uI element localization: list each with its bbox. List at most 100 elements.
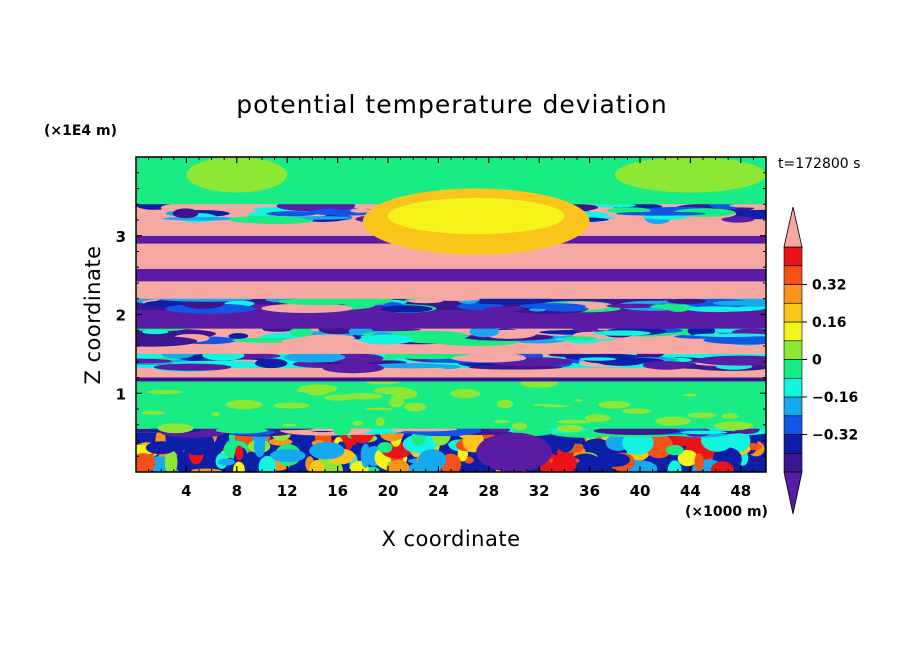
x-axis-label: X coordinate — [381, 527, 520, 551]
field-patch — [172, 208, 199, 219]
field-patch — [677, 449, 698, 467]
field-patch — [296, 388, 337, 393]
colorbar-swatch — [783, 415, 803, 435]
field-patch — [687, 306, 745, 313]
field-patch — [568, 453, 603, 472]
colorbar-swatch — [783, 377, 803, 398]
field-patch — [642, 214, 689, 220]
field-patch — [360, 443, 371, 468]
field-patch — [377, 442, 393, 453]
field-patch — [584, 414, 611, 422]
x-tick-label: 36 — [579, 482, 600, 500]
field-patch — [211, 412, 220, 417]
field-feature — [476, 432, 552, 472]
field-patch — [408, 460, 441, 472]
field-patch — [694, 453, 704, 471]
field-feature — [186, 157, 288, 193]
field-band — [136, 368, 766, 378]
field-patch — [352, 420, 363, 426]
x-axis-ticks: 4 8 12 16 20 24 28 32 36 40 44 48 — [148, 157, 754, 500]
field-patch — [621, 408, 652, 414]
x-axis-unit: (×1000 m) — [685, 504, 768, 520]
field-feature — [388, 197, 565, 235]
chart-title: potential temperature deviation — [236, 90, 667, 119]
field-patch — [692, 333, 766, 337]
field-patch — [583, 438, 611, 454]
field-patch — [520, 379, 558, 388]
field-patch — [714, 421, 754, 431]
field-patch — [721, 413, 738, 419]
field-patch — [593, 330, 651, 336]
field-patch — [228, 333, 249, 339]
field-patch — [142, 329, 169, 335]
field-patch — [552, 452, 577, 472]
field-patch — [350, 208, 371, 213]
field-patch — [606, 303, 660, 309]
field-feature — [614, 157, 766, 193]
field-patch — [162, 216, 239, 221]
field-patch — [228, 215, 306, 224]
field-patch — [493, 419, 510, 424]
field-patch — [665, 445, 684, 456]
field-patch — [687, 412, 717, 419]
field-patch — [359, 334, 414, 345]
field-patch — [266, 211, 317, 217]
field-patch — [408, 299, 443, 304]
field-patch — [667, 460, 682, 472]
field-patch — [496, 399, 514, 409]
field-patch — [235, 445, 244, 461]
field-patch — [593, 426, 680, 435]
field-patch — [591, 203, 636, 208]
field-patch — [254, 358, 288, 369]
field-patch — [136, 358, 172, 364]
field-patch — [365, 466, 380, 472]
field-patch — [270, 449, 306, 463]
field-patch — [451, 354, 527, 363]
field-patch — [404, 402, 427, 412]
field-patch — [309, 441, 345, 460]
field-patch — [512, 422, 528, 431]
field-patch — [519, 303, 586, 310]
x-tick-label: 44 — [680, 482, 701, 500]
x-tick-label: 32 — [529, 482, 550, 500]
field-patch — [136, 335, 198, 347]
x-tick-label: 28 — [478, 482, 499, 500]
x-tick-label: 48 — [730, 482, 751, 500]
field-patch — [654, 416, 691, 426]
field-patch — [712, 300, 757, 306]
field-patch — [282, 423, 297, 427]
field-patch — [217, 458, 236, 466]
field-band — [136, 377, 766, 382]
colorbar-tick-label: 0 — [812, 353, 822, 369]
field-patch — [578, 357, 617, 361]
colorbar-swatch — [783, 265, 803, 285]
field-patch — [380, 305, 433, 313]
colorbar-swatch — [783, 246, 803, 267]
field-patch — [164, 449, 178, 472]
field-patch — [364, 407, 394, 411]
field-patch — [253, 434, 266, 458]
colorbar-tick-label: 0.32 — [812, 278, 847, 294]
colorbar-swatch — [783, 302, 803, 323]
field-patch — [702, 448, 714, 460]
field-patch — [375, 417, 385, 427]
field-patch — [388, 397, 405, 408]
field-band — [136, 298, 766, 311]
field-patch — [386, 459, 411, 472]
x-tick-label: 40 — [630, 482, 651, 500]
field-patch — [542, 404, 568, 408]
y-axis-label: Z coordinate — [81, 245, 105, 384]
field-patch — [556, 424, 584, 433]
field-patch — [469, 326, 499, 338]
field-patch — [153, 363, 232, 371]
field-patch — [682, 393, 698, 397]
y-axis-ticks: 1 2 3 — [116, 172, 766, 457]
field-patch — [188, 468, 223, 472]
field-patch — [273, 402, 310, 409]
field-patch — [556, 419, 591, 424]
colorbar-swatch — [783, 359, 803, 379]
time-label: t=172800 s — [778, 156, 860, 172]
field-patch — [703, 336, 766, 345]
x-tick-label: 4 — [181, 482, 191, 500]
field-patch — [599, 452, 631, 467]
